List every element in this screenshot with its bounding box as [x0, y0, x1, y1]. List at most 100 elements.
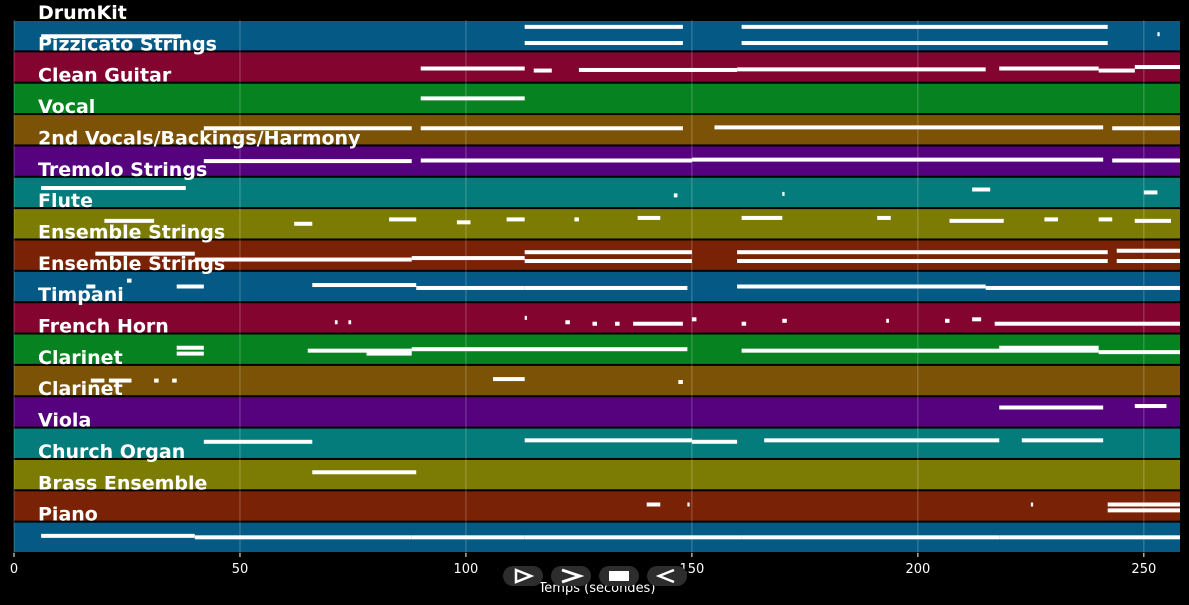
- note-mark: [714, 125, 1104, 130]
- note-mark: [1030, 502, 1034, 507]
- note-mark: [741, 535, 1000, 540]
- note-mark: [886, 318, 889, 323]
- note-mark: [737, 250, 1108, 255]
- note-mark: [1098, 68, 1135, 73]
- note-mark: [420, 66, 525, 71]
- note-mark: [172, 378, 177, 383]
- note-mark: [194, 257, 412, 262]
- note-mark: [176, 345, 204, 350]
- note-mark: [999, 405, 1104, 410]
- note-mark: [203, 439, 313, 444]
- note-mark: [1021, 438, 1104, 443]
- note-mark: [420, 96, 525, 101]
- note-mark: [972, 317, 982, 322]
- note-mark: [944, 318, 950, 323]
- note-mark: [420, 158, 692, 163]
- forward-button[interactable]: [551, 566, 591, 586]
- note-mark: [1098, 350, 1180, 355]
- track-label: Tremolo Strings: [38, 159, 207, 181]
- next-chevron-icon: [561, 568, 585, 584]
- note-mark: [493, 377, 525, 382]
- note-mark: [524, 41, 683, 46]
- note-mark: [741, 215, 783, 220]
- note-mark: [108, 378, 132, 383]
- note-mark: [126, 278, 132, 283]
- note-mark: [782, 191, 785, 196]
- track-label: Vocal: [38, 96, 95, 118]
- note-mark: [389, 217, 417, 222]
- note-mark: [506, 217, 525, 222]
- track-label: Ensemble Strings: [38, 221, 225, 243]
- x-axis-ticks: 0 50 100 150 200 250: [10, 553, 1156, 577]
- track-band: [14, 397, 1180, 427]
- note-mark: [41, 34, 182, 39]
- note-mark: [741, 24, 1108, 29]
- note-mark: [203, 159, 412, 164]
- track-band: [14, 491, 1180, 521]
- note-mark: [999, 66, 1099, 71]
- track-label: Piano: [38, 504, 98, 526]
- stop-button[interactable]: [599, 566, 639, 586]
- note-mark: [565, 320, 570, 325]
- note-mark: [637, 215, 661, 220]
- note-mark: [41, 186, 186, 191]
- track-band: [14, 303, 1180, 333]
- track-label: Clarinet: [38, 347, 123, 369]
- track-band: [14, 52, 1180, 82]
- note-mark: [678, 380, 683, 385]
- note-mark: [985, 285, 1180, 290]
- track-label: Clean Guitar: [38, 65, 172, 87]
- note-mark: [999, 345, 1099, 350]
- note-mark: [691, 439, 738, 444]
- note-mark: [524, 259, 692, 264]
- track-label: Flute: [38, 190, 93, 212]
- track-label: Brass Ensemble: [38, 472, 207, 494]
- note-mark: [741, 41, 1108, 46]
- note-mark: [154, 378, 159, 383]
- track-label: 2nd Vocals/Backings/Harmony: [38, 127, 361, 149]
- note-mark: [411, 256, 525, 261]
- track-label: French Horn: [38, 316, 169, 338]
- note-mark: [1134, 218, 1171, 223]
- note-mark: [86, 284, 96, 289]
- track-band: [14, 83, 1180, 114]
- note-mark: [646, 502, 661, 507]
- note-mark: [411, 347, 688, 352]
- note-mark: [691, 317, 697, 322]
- note-marks: [41, 24, 1180, 540]
- note-mark: [307, 348, 412, 353]
- note-mark: [90, 378, 105, 383]
- note-mark: [348, 320, 352, 325]
- note-mark: [1112, 158, 1180, 163]
- note-mark: [1116, 248, 1180, 253]
- note-mark: [1134, 65, 1180, 70]
- stop-square-icon: [609, 571, 629, 581]
- note-mark: [41, 533, 195, 538]
- note-mark: [1098, 217, 1113, 222]
- note-mark: [741, 321, 747, 326]
- track-band: [14, 459, 1180, 490]
- note-mark: [176, 284, 204, 289]
- note-mark: [524, 438, 692, 443]
- rewind-button[interactable]: [647, 566, 687, 586]
- note-mark: [972, 187, 991, 192]
- note-mark: [420, 126, 683, 131]
- play-button[interactable]: [503, 566, 543, 586]
- note-mark: [574, 217, 579, 222]
- note-mark: [615, 321, 620, 326]
- track-label: Timpani: [38, 284, 124, 306]
- note-mark: [524, 535, 742, 540]
- note-mark: [592, 321, 597, 326]
- note-mark: [203, 126, 412, 131]
- note-mark: [999, 535, 1180, 540]
- note-mark: [334, 320, 338, 325]
- note-mark: [1157, 32, 1160, 37]
- track-band: [14, 428, 1180, 458]
- track-band: [14, 240, 1180, 270]
- note-mark: [1116, 259, 1180, 264]
- note-mark: [949, 218, 1004, 223]
- note-mark: [524, 285, 688, 290]
- note-mark: [524, 250, 692, 255]
- note-mark: [1143, 190, 1158, 195]
- track-label: Pizzicato Strings: [38, 33, 217, 55]
